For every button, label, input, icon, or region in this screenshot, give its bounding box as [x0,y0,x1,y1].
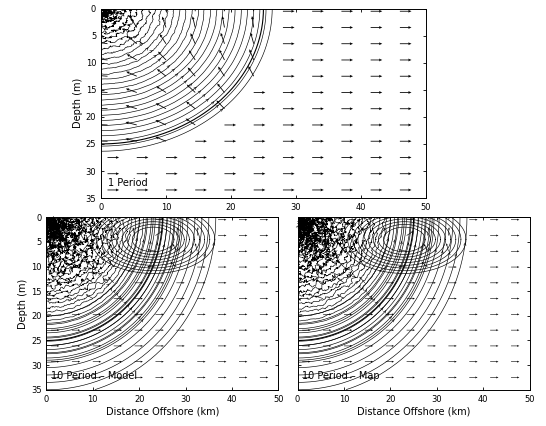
Text: 10 Period – Map: 10 Period – Map [302,371,380,381]
Text: 1 Period: 1 Period [108,178,147,188]
X-axis label: Distance Offshore (km): Distance Offshore (km) [357,406,470,417]
X-axis label: Distance Offshore (km): Distance Offshore (km) [106,406,219,417]
Y-axis label: Depth (m): Depth (m) [18,279,28,328]
Text: 10 Period – Model: 10 Period – Model [51,371,137,381]
Y-axis label: Depth (m): Depth (m) [73,78,83,128]
